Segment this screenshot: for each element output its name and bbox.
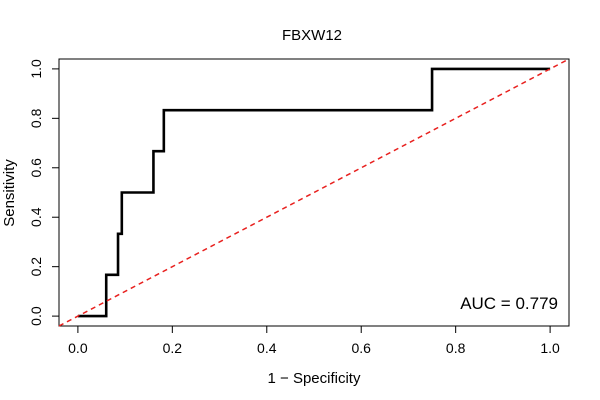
x-tick-label: 1.0 [540, 340, 560, 356]
roc-curve-line [77, 67, 551, 318]
y-tick-label: 0.8 [28, 108, 44, 128]
series-layer [58, 58, 570, 327]
y-tick-label: 0.4 [28, 207, 44, 227]
x-tick-label: 0.2 [163, 340, 183, 356]
auc-annotation: AUC = 0.779 [460, 294, 558, 313]
x-tick-label: 0.4 [257, 340, 277, 356]
x-axis-title: 1 − Specificity [268, 370, 361, 387]
reference-diagonal-line [58, 58, 570, 327]
x-tick-label: 0.6 [351, 340, 371, 356]
x-axis: 0.0 0.2 0.4 0.6 0.8 1.0 [68, 325, 560, 356]
y-tick-label: 0.6 [28, 158, 44, 178]
y-tick-label: 0.2 [28, 257, 44, 277]
y-tick-label: 0.0 [28, 306, 44, 326]
x-tick-label: 0.0 [68, 340, 88, 356]
x-tick-label: 0.8 [446, 340, 466, 356]
chart-title: FBXW12 [282, 27, 342, 44]
y-axis: 0.0 0.2 0.4 0.6 0.8 1.0 [28, 59, 60, 326]
y-axis-title: Sensitivity [1, 159, 18, 227]
y-tick-label: 1.0 [28, 59, 44, 79]
